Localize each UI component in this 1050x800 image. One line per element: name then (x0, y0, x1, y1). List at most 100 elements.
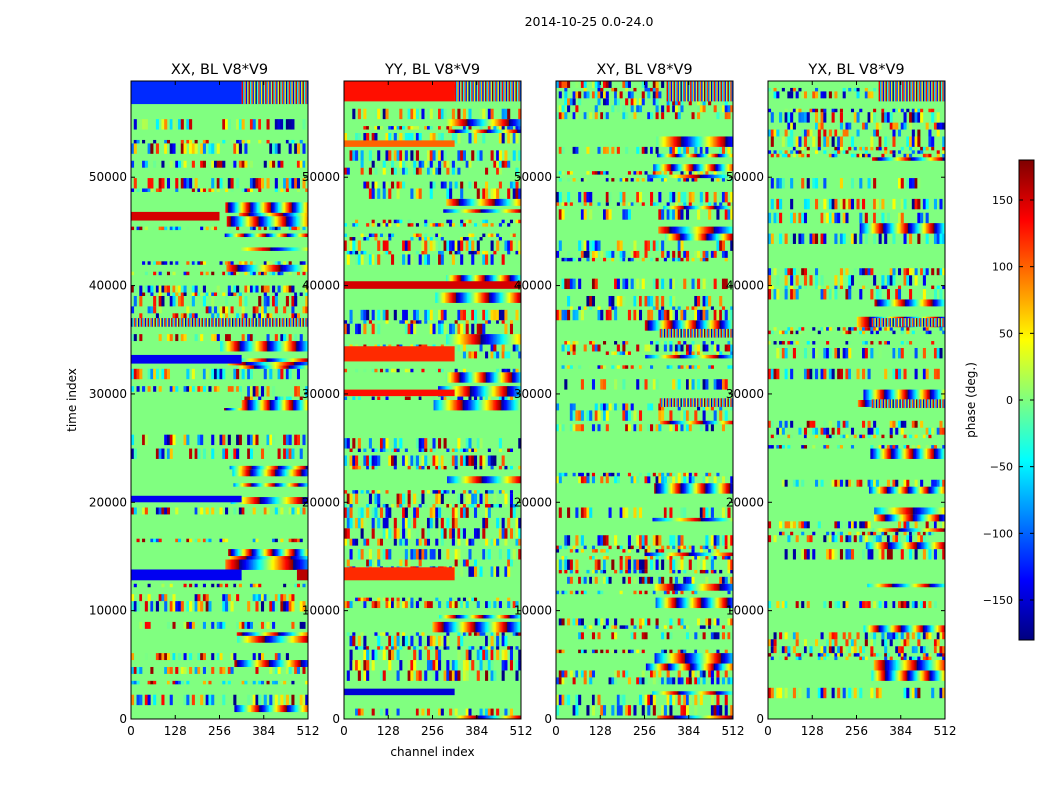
heatmap-cell (508, 715, 510, 719)
heatmap-cell (287, 216, 290, 227)
heatmap-cell (349, 493, 353, 505)
heatmap-cell (238, 143, 242, 154)
heatmap-cell (366, 507, 370, 518)
heatmap-cell (487, 334, 490, 345)
heatmap-cell (481, 400, 484, 411)
heatmap-cell (147, 594, 151, 602)
heatmap-cell (291, 313, 295, 321)
heatmap-cell (484, 334, 487, 345)
heatmap-cell (517, 209, 520, 213)
heatmap-cell (660, 715, 662, 719)
heatmap-cell (483, 386, 486, 397)
heatmap-cell (446, 621, 449, 633)
heatmap-cell (413, 517, 417, 529)
heatmap-cell (240, 549, 243, 557)
heatmap-cell (229, 341, 232, 352)
heatmap-cell (507, 448, 511, 453)
heatmap-cell (225, 313, 229, 321)
heatmap-cell (244, 261, 248, 265)
heatmap-cell (512, 188, 516, 199)
heatmap-cell (470, 400, 473, 411)
heatmap-cell (263, 285, 267, 293)
heatmap-cell (280, 264, 283, 272)
heatmap-cell (476, 323, 480, 335)
heatmap-cell (245, 632, 247, 636)
heatmap-cell (258, 556, 261, 560)
heatmap-cell (244, 295, 248, 307)
heatmap-cell (509, 559, 514, 567)
heatmap-cell (263, 705, 266, 713)
heatmap-cell (503, 198, 505, 206)
heatmap-cell (274, 188, 278, 192)
heatmap-cell (438, 490, 442, 494)
heatmap-cell (472, 400, 474, 411)
heatmap-cell (142, 139, 146, 144)
heatmap-cell (467, 621, 469, 633)
heatmap-cell (272, 216, 275, 227)
heatmap-cell (495, 715, 498, 719)
heatmap-cell (172, 386, 176, 397)
heatmap-cell (487, 386, 490, 397)
heatmap-cell (286, 556, 289, 560)
heatmap-cell (454, 386, 457, 397)
heatmap-cell (418, 549, 422, 560)
heatmap-cell (459, 372, 462, 383)
heatmap-cell (426, 660, 431, 671)
heatmap-cell (304, 660, 307, 667)
heatmap-band (266, 81, 269, 105)
heatmap-cell (507, 597, 511, 602)
heatmap-cell (261, 465, 264, 470)
heatmap-cell (515, 528, 519, 539)
heatmap-cell (255, 705, 257, 713)
heatmap-cell (272, 306, 276, 314)
heatmap-cell (225, 583, 229, 588)
heatmap-cell (516, 209, 519, 213)
heatmap-cell (272, 497, 274, 505)
heatmap-cell (402, 181, 406, 189)
heatmap-cell (255, 497, 258, 505)
heatmap-cell (396, 126, 400, 130)
heatmap-band (166, 318, 169, 327)
heatmap-cell (299, 264, 302, 272)
heatmap-cell (717, 691, 719, 695)
heatmap-cell (509, 198, 512, 206)
heatmap-cell (259, 216, 262, 227)
heatmap-cell (293, 216, 295, 227)
heatmap-cell (133, 143, 137, 154)
heatmap-cell (512, 632, 516, 636)
heatmap-cell (164, 261, 168, 265)
heatmap-cell (507, 368, 511, 373)
heatmap-cell (226, 202, 229, 213)
heatmap-cell (477, 275, 480, 286)
heatmap-cell (391, 601, 395, 609)
heatmap-cell (498, 528, 502, 539)
heatmap-cell (285, 212, 288, 217)
heatmap-cell (692, 691, 694, 695)
heatmap-cell (440, 250, 444, 255)
heatmap-cell (454, 368, 458, 373)
heatmap-cell (355, 223, 359, 227)
heatmap-cell (263, 635, 266, 643)
heatmap-cell (285, 632, 287, 636)
heatmap-cell (459, 334, 462, 345)
heatmap-cell (512, 240, 516, 251)
heatmap-cell (258, 632, 261, 636)
heatmap-cell (197, 448, 201, 459)
heatmap-cell (278, 233, 281, 238)
heatmap-cell (219, 306, 223, 314)
heatmap-cell (178, 538, 182, 543)
heatmap-cell (258, 178, 262, 189)
heatmap-band (135, 318, 137, 327)
heatmap-cell (449, 597, 453, 602)
heatmap-cell (371, 455, 375, 466)
heatmap-cell (471, 240, 475, 251)
heatmap-cell (460, 240, 464, 251)
heatmap-cell (280, 549, 283, 557)
heatmap-cell (267, 497, 270, 505)
heatmap-cell (501, 660, 505, 671)
heatmap-cell (292, 483, 295, 487)
heatmap-cell (225, 334, 229, 342)
heatmap-cell (413, 649, 417, 661)
heatmap-cell (418, 597, 422, 602)
heatmap-cell (479, 614, 481, 619)
